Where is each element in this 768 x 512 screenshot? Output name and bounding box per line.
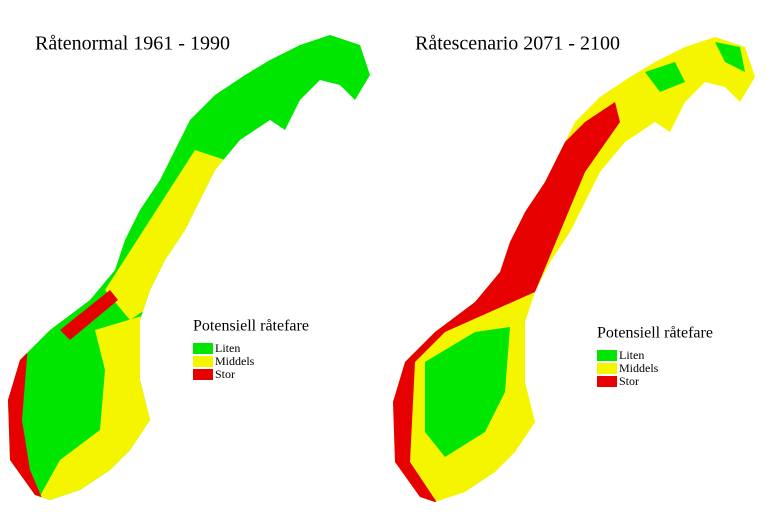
legend-label: Middels <box>215 354 255 368</box>
legend-swatch <box>597 376 617 387</box>
legend-swatch <box>193 343 213 354</box>
region-high <box>393 102 620 502</box>
map-left <box>8 35 370 500</box>
legend-label: Stor <box>619 374 639 388</box>
legend-label: Stor <box>215 367 235 381</box>
region-low <box>8 35 370 500</box>
region-medium <box>105 150 225 320</box>
legend-title: Potensiell råtefare <box>193 318 309 335</box>
legend-swatch <box>193 356 213 367</box>
legend-label: Liten <box>215 341 240 355</box>
legend-swatch <box>597 350 617 361</box>
region-low <box>645 42 745 92</box>
legend-label: Liten <box>619 348 644 362</box>
legend-swatch <box>597 363 617 374</box>
legend-swatch <box>193 369 213 380</box>
map-title: Råtescenario 2071 - 2100 <box>415 33 620 55</box>
map-right <box>393 37 755 502</box>
region-low <box>425 327 510 457</box>
region-high <box>60 290 118 340</box>
legend-label: Middels <box>619 361 659 375</box>
legend-title: Potensiell råtefare <box>597 325 713 342</box>
map-title: Råtenormal 1961 - 1990 <box>35 33 230 55</box>
